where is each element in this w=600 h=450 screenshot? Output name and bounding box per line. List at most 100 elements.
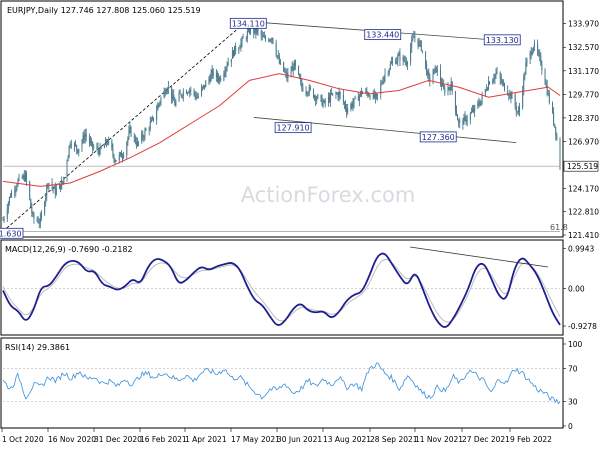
candle-body bbox=[69, 144, 71, 146]
candle-body bbox=[525, 62, 527, 75]
candle-body bbox=[48, 183, 50, 186]
candle-body bbox=[189, 89, 191, 93]
candle-body bbox=[397, 55, 399, 61]
candle-body bbox=[97, 147, 99, 151]
candle-body bbox=[39, 217, 41, 224]
candle-body bbox=[511, 94, 513, 99]
candle-body bbox=[384, 73, 386, 77]
price-y-tick-label: 121.410 bbox=[568, 231, 599, 240]
candle-body bbox=[529, 51, 531, 60]
candle-body bbox=[398, 53, 400, 56]
price-label: 121.630 bbox=[0, 229, 22, 238]
candle-body bbox=[480, 100, 482, 106]
candle-body bbox=[470, 111, 472, 114]
candle-body bbox=[448, 87, 450, 89]
candle-body bbox=[484, 89, 486, 96]
candle-body bbox=[197, 95, 199, 98]
macd-trendline bbox=[409, 246, 549, 268]
price-y-tick-label: 124.170 bbox=[568, 185, 599, 194]
candle-body bbox=[138, 141, 140, 143]
candle-body bbox=[107, 143, 109, 144]
candle-body bbox=[500, 79, 502, 83]
candle-body bbox=[247, 27, 249, 32]
x-tick-label: 1 Oct 2020 bbox=[2, 435, 44, 444]
x-tick-label: 1 Apr 2021 bbox=[185, 435, 227, 444]
candle-body bbox=[508, 94, 510, 96]
candle-body bbox=[190, 89, 192, 91]
watermark: ActionForex.com bbox=[241, 183, 416, 207]
candle-body bbox=[405, 61, 407, 65]
candle-body bbox=[432, 74, 434, 81]
candle-body bbox=[429, 76, 431, 81]
x-tick-label: 30 Jun 2021 bbox=[277, 435, 322, 444]
candle-body bbox=[160, 97, 162, 103]
candle-body bbox=[559, 139, 561, 169]
candle-body bbox=[103, 145, 105, 149]
candle-body bbox=[114, 160, 116, 162]
candle-body bbox=[164, 90, 166, 94]
trendline-1 bbox=[253, 117, 517, 144]
candle-body bbox=[390, 62, 392, 64]
candle-body bbox=[523, 76, 525, 91]
candle-body bbox=[142, 133, 144, 138]
candle-body bbox=[417, 38, 419, 46]
candle-body bbox=[329, 96, 331, 102]
candle-body bbox=[389, 63, 391, 70]
candle-body bbox=[200, 88, 202, 96]
candle-body bbox=[284, 71, 286, 73]
x-tick-label: 27 Dec 2021 bbox=[462, 435, 510, 444]
candle-body bbox=[70, 144, 72, 147]
candle-body bbox=[359, 91, 361, 96]
rsi-panel bbox=[0, 337, 564, 429]
candle-body bbox=[451, 82, 453, 92]
candle-body bbox=[382, 82, 384, 84]
candle-body bbox=[462, 120, 464, 125]
candle-body bbox=[145, 129, 147, 131]
candle-body bbox=[441, 82, 443, 87]
candle-body bbox=[156, 110, 158, 121]
candle-body bbox=[208, 78, 210, 82]
candle-body bbox=[108, 140, 110, 144]
candle-body bbox=[254, 27, 256, 33]
candle-body bbox=[7, 202, 9, 210]
candle-body bbox=[44, 202, 46, 214]
axes: 133.970 132.570 131.170 129.770 128.370 126.9… bbox=[1, 20, 599, 444]
candle-body bbox=[306, 92, 308, 94]
candle-body bbox=[2, 220, 4, 221]
x-tick-label: 9 Feb 2022 bbox=[510, 435, 552, 444]
candle-body bbox=[211, 69, 213, 74]
candle-body bbox=[553, 112, 555, 124]
price-label-box bbox=[229, 17, 267, 29]
candle-body bbox=[314, 96, 316, 98]
candle-body bbox=[383, 76, 385, 83]
candle-body bbox=[321, 97, 323, 106]
candle-body bbox=[122, 157, 124, 159]
last-price-tag bbox=[563, 160, 599, 172]
rsi-plot bbox=[2, 362, 561, 405]
candle-body bbox=[465, 116, 467, 123]
candle-body bbox=[350, 104, 352, 109]
candle-body bbox=[313, 89, 315, 98]
x-tick-label: 16 Feb 2021 bbox=[140, 435, 187, 444]
candle-body bbox=[347, 108, 349, 113]
candle-body bbox=[99, 146, 101, 155]
candle-body bbox=[113, 154, 115, 161]
candle-body bbox=[179, 93, 181, 95]
candle-body bbox=[358, 95, 360, 101]
candle-body bbox=[464, 116, 466, 118]
candle-body bbox=[463, 116, 465, 125]
candle-body bbox=[85, 134, 87, 137]
candle-body bbox=[59, 183, 61, 189]
candle-body bbox=[489, 81, 491, 85]
candle-body bbox=[202, 86, 204, 89]
candle-body bbox=[73, 143, 75, 147]
candle-body bbox=[488, 81, 490, 89]
candle-body bbox=[158, 103, 160, 106]
candle-body bbox=[182, 91, 184, 96]
candle-body bbox=[172, 94, 174, 99]
rsi-y-tick-label: 30 bbox=[568, 397, 578, 406]
candle-body bbox=[357, 96, 359, 101]
candle-body bbox=[554, 123, 556, 127]
candle-body bbox=[332, 93, 334, 95]
candle-body bbox=[331, 93, 333, 95]
